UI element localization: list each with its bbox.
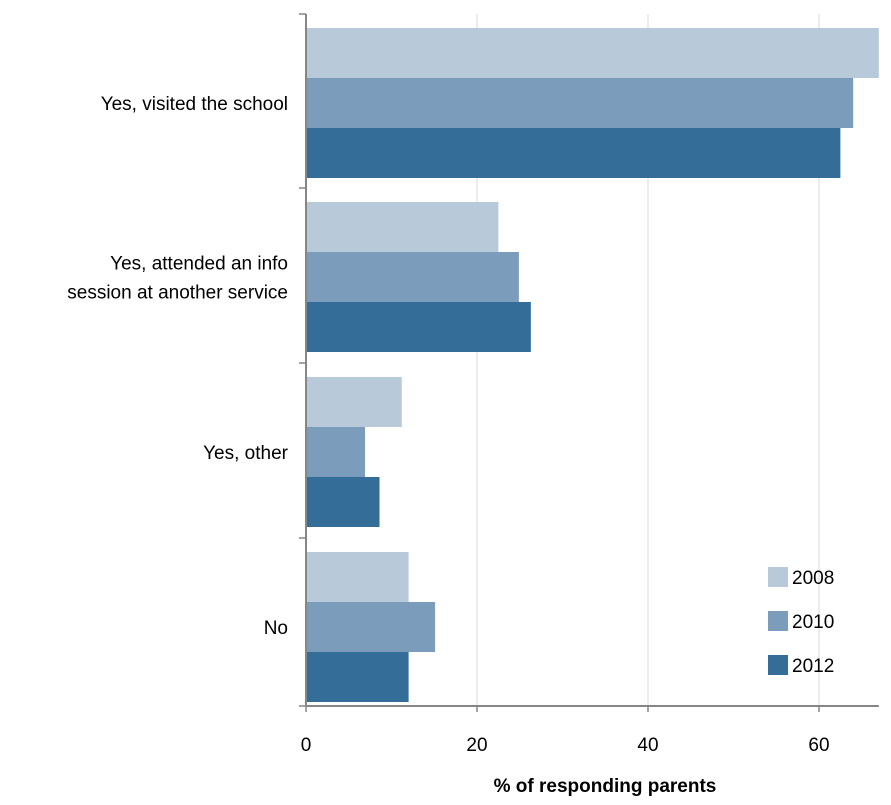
category-label-yes-attended-an-info: Yes, attended an info — [110, 254, 288, 275]
category-label-no: No — [264, 618, 288, 639]
bar-2008-yes-attended-an-info-session-at-another-service — [306, 202, 499, 252]
legend: 2008 2010 2012 — [768, 567, 834, 677]
legend-swatch-2008 — [768, 567, 788, 587]
category-labels: Yes, visited the school Yes, attended an … — [67, 94, 288, 639]
bar-2012-no — [306, 652, 409, 702]
bar-2008-yes-other — [306, 377, 402, 427]
bars — [306, 28, 879, 702]
bar-2010-yes-other — [306, 427, 365, 477]
legend-label-2012: 2012 — [792, 656, 834, 677]
bar-2012-yes-attended-an-info-session-at-another-service — [306, 302, 531, 352]
x-tick-label-60: 60 — [808, 735, 829, 756]
bar-2012-yes-visited-the-school — [306, 128, 841, 178]
category-label-yes-visited-the-school: Yes, visited the school — [101, 94, 288, 115]
legend-swatch-2010 — [768, 611, 788, 631]
x-tick-label-40: 40 — [637, 735, 658, 756]
bar-2008-no — [306, 552, 409, 602]
x-tick-label-0: 0 — [301, 735, 312, 756]
bar-2010-yes-attended-an-info-session-at-another-service — [306, 252, 519, 302]
x-tick-labels: 0 20 40 60 — [301, 735, 830, 756]
legend-label-2010: 2010 — [792, 612, 834, 633]
category-label-session-at-another-service: session at another service — [67, 283, 288, 304]
bar-2008-yes-visited-the-school — [306, 28, 879, 78]
bar-2010-no — [306, 602, 436, 652]
x-axis-title: % of responding parents — [494, 776, 717, 797]
bar-2010-yes-visited-the-school — [306, 78, 854, 128]
x-tick-label-20: 20 — [466, 735, 487, 756]
bar-2012-yes-other — [306, 477, 380, 527]
legend-swatch-2012 — [768, 655, 788, 675]
axes — [299, 13, 879, 712]
category-label-yes-other: Yes, other — [203, 443, 289, 464]
legend-label-2008: 2008 — [792, 568, 834, 589]
